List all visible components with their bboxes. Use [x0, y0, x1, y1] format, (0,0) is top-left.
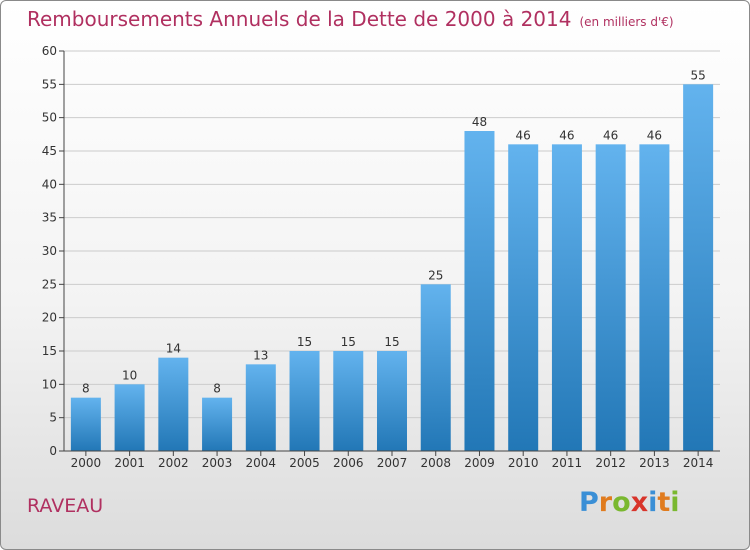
y-tick-label-40: 40: [42, 177, 57, 191]
x-tick-label-2006: 2006: [333, 456, 364, 470]
bar-2012: [595, 144, 626, 452]
x-tick-label-2004: 2004: [246, 456, 277, 470]
data-label-2008: 25: [428, 268, 443, 282]
y-tick-label-0: 0: [49, 444, 57, 458]
axis-layer: 0 5 10 15 20 25 30 35 40 45 50 55 60 2000 2001 2002 2003…: [42, 44, 720, 470]
chart-title: Remboursements Annuels de la Dette de 20…: [27, 7, 674, 31]
proxiti-logo: Proxiti: [579, 487, 680, 518]
y-tick-label-15: 15: [42, 344, 57, 358]
bar-2001: [114, 384, 145, 451]
data-label-2010: 46: [516, 128, 531, 142]
bar-2000: [70, 397, 101, 451]
y-tick-label-60: 60: [42, 44, 57, 58]
x-tick-label-2012: 2012: [595, 456, 626, 470]
y-tick-label-45: 45: [42, 144, 57, 158]
x-tick-label-2005: 2005: [289, 456, 320, 470]
data-label-2005: 15: [297, 335, 312, 349]
bar-2003: [202, 397, 233, 451]
y-tick-label-35: 35: [42, 211, 57, 225]
logo-letter: i: [670, 487, 680, 518]
bar-2005: [289, 351, 320, 451]
y-tick-label-30: 30: [42, 244, 57, 258]
bar-2011: [551, 144, 582, 452]
x-tick-label-2001: 2001: [114, 456, 145, 470]
bar-2009: [464, 131, 495, 451]
data-label-2003: 8: [213, 382, 221, 396]
x-tick-label-2014: 2014: [683, 456, 714, 470]
x-tick-label-2008: 2008: [420, 456, 451, 470]
bar-2013: [639, 144, 670, 452]
data-label-2007: 15: [384, 335, 399, 349]
logo-letter: x: [630, 487, 649, 518]
x-tick-label-2013: 2013: [639, 456, 670, 470]
data-label-2002: 14: [166, 342, 181, 356]
data-label-2012: 46: [603, 128, 618, 142]
commune-name: RAVEAU: [27, 495, 104, 517]
bar-2002: [158, 357, 189, 451]
bar-2007: [377, 351, 407, 451]
bar-2014: [683, 84, 714, 451]
data-label-2011: 46: [559, 128, 574, 142]
y-tick-label-5: 5: [49, 411, 57, 425]
bar-2010: [508, 144, 539, 452]
bar-2008: [420, 284, 451, 451]
bars-layer: [70, 84, 714, 452]
data-label-2004: 13: [253, 348, 268, 362]
y-tick-label-20: 20: [42, 311, 57, 325]
y-tick-label-10: 10: [42, 377, 57, 391]
bar-2004: [245, 364, 276, 451]
x-tick-label-2003: 2003: [202, 456, 233, 470]
logo-letter: o: [612, 487, 631, 518]
x-tick-label-2002: 2002: [158, 456, 189, 470]
title-text: Remboursements Annuels de la Dette de 20…: [27, 7, 572, 31]
labels-layer: 8 10 14 8 13 15 15 15 25 48 46 46 46 46 55: [82, 68, 706, 395]
x-tick-label-2010: 2010: [508, 456, 539, 470]
data-label-2014: 55: [690, 68, 705, 82]
data-label-2001: 10: [122, 368, 137, 382]
bar-2006: [333, 351, 364, 451]
x-tick-label-2007: 2007: [377, 456, 408, 470]
y-tick-label-25: 25: [42, 277, 57, 291]
data-label-2006: 15: [341, 335, 356, 349]
logo-letter: r: [598, 487, 613, 518]
data-label-2013: 46: [647, 128, 662, 142]
y-tick-label-55: 55: [42, 77, 57, 91]
logo-letter: t: [657, 487, 671, 518]
x-tick-label-2009: 2009: [464, 456, 495, 470]
data-label-2009: 48: [472, 115, 487, 129]
unit-label: (en milliers d'€): [579, 15, 674, 29]
x-tick-label-2011: 2011: [552, 456, 583, 470]
data-label-2000: 8: [82, 382, 90, 396]
y-tick-label-50: 50: [42, 111, 57, 125]
x-tick-label-2000: 2000: [71, 456, 102, 470]
logo-letter: i: [648, 487, 658, 518]
logo-letter: P: [579, 487, 599, 518]
